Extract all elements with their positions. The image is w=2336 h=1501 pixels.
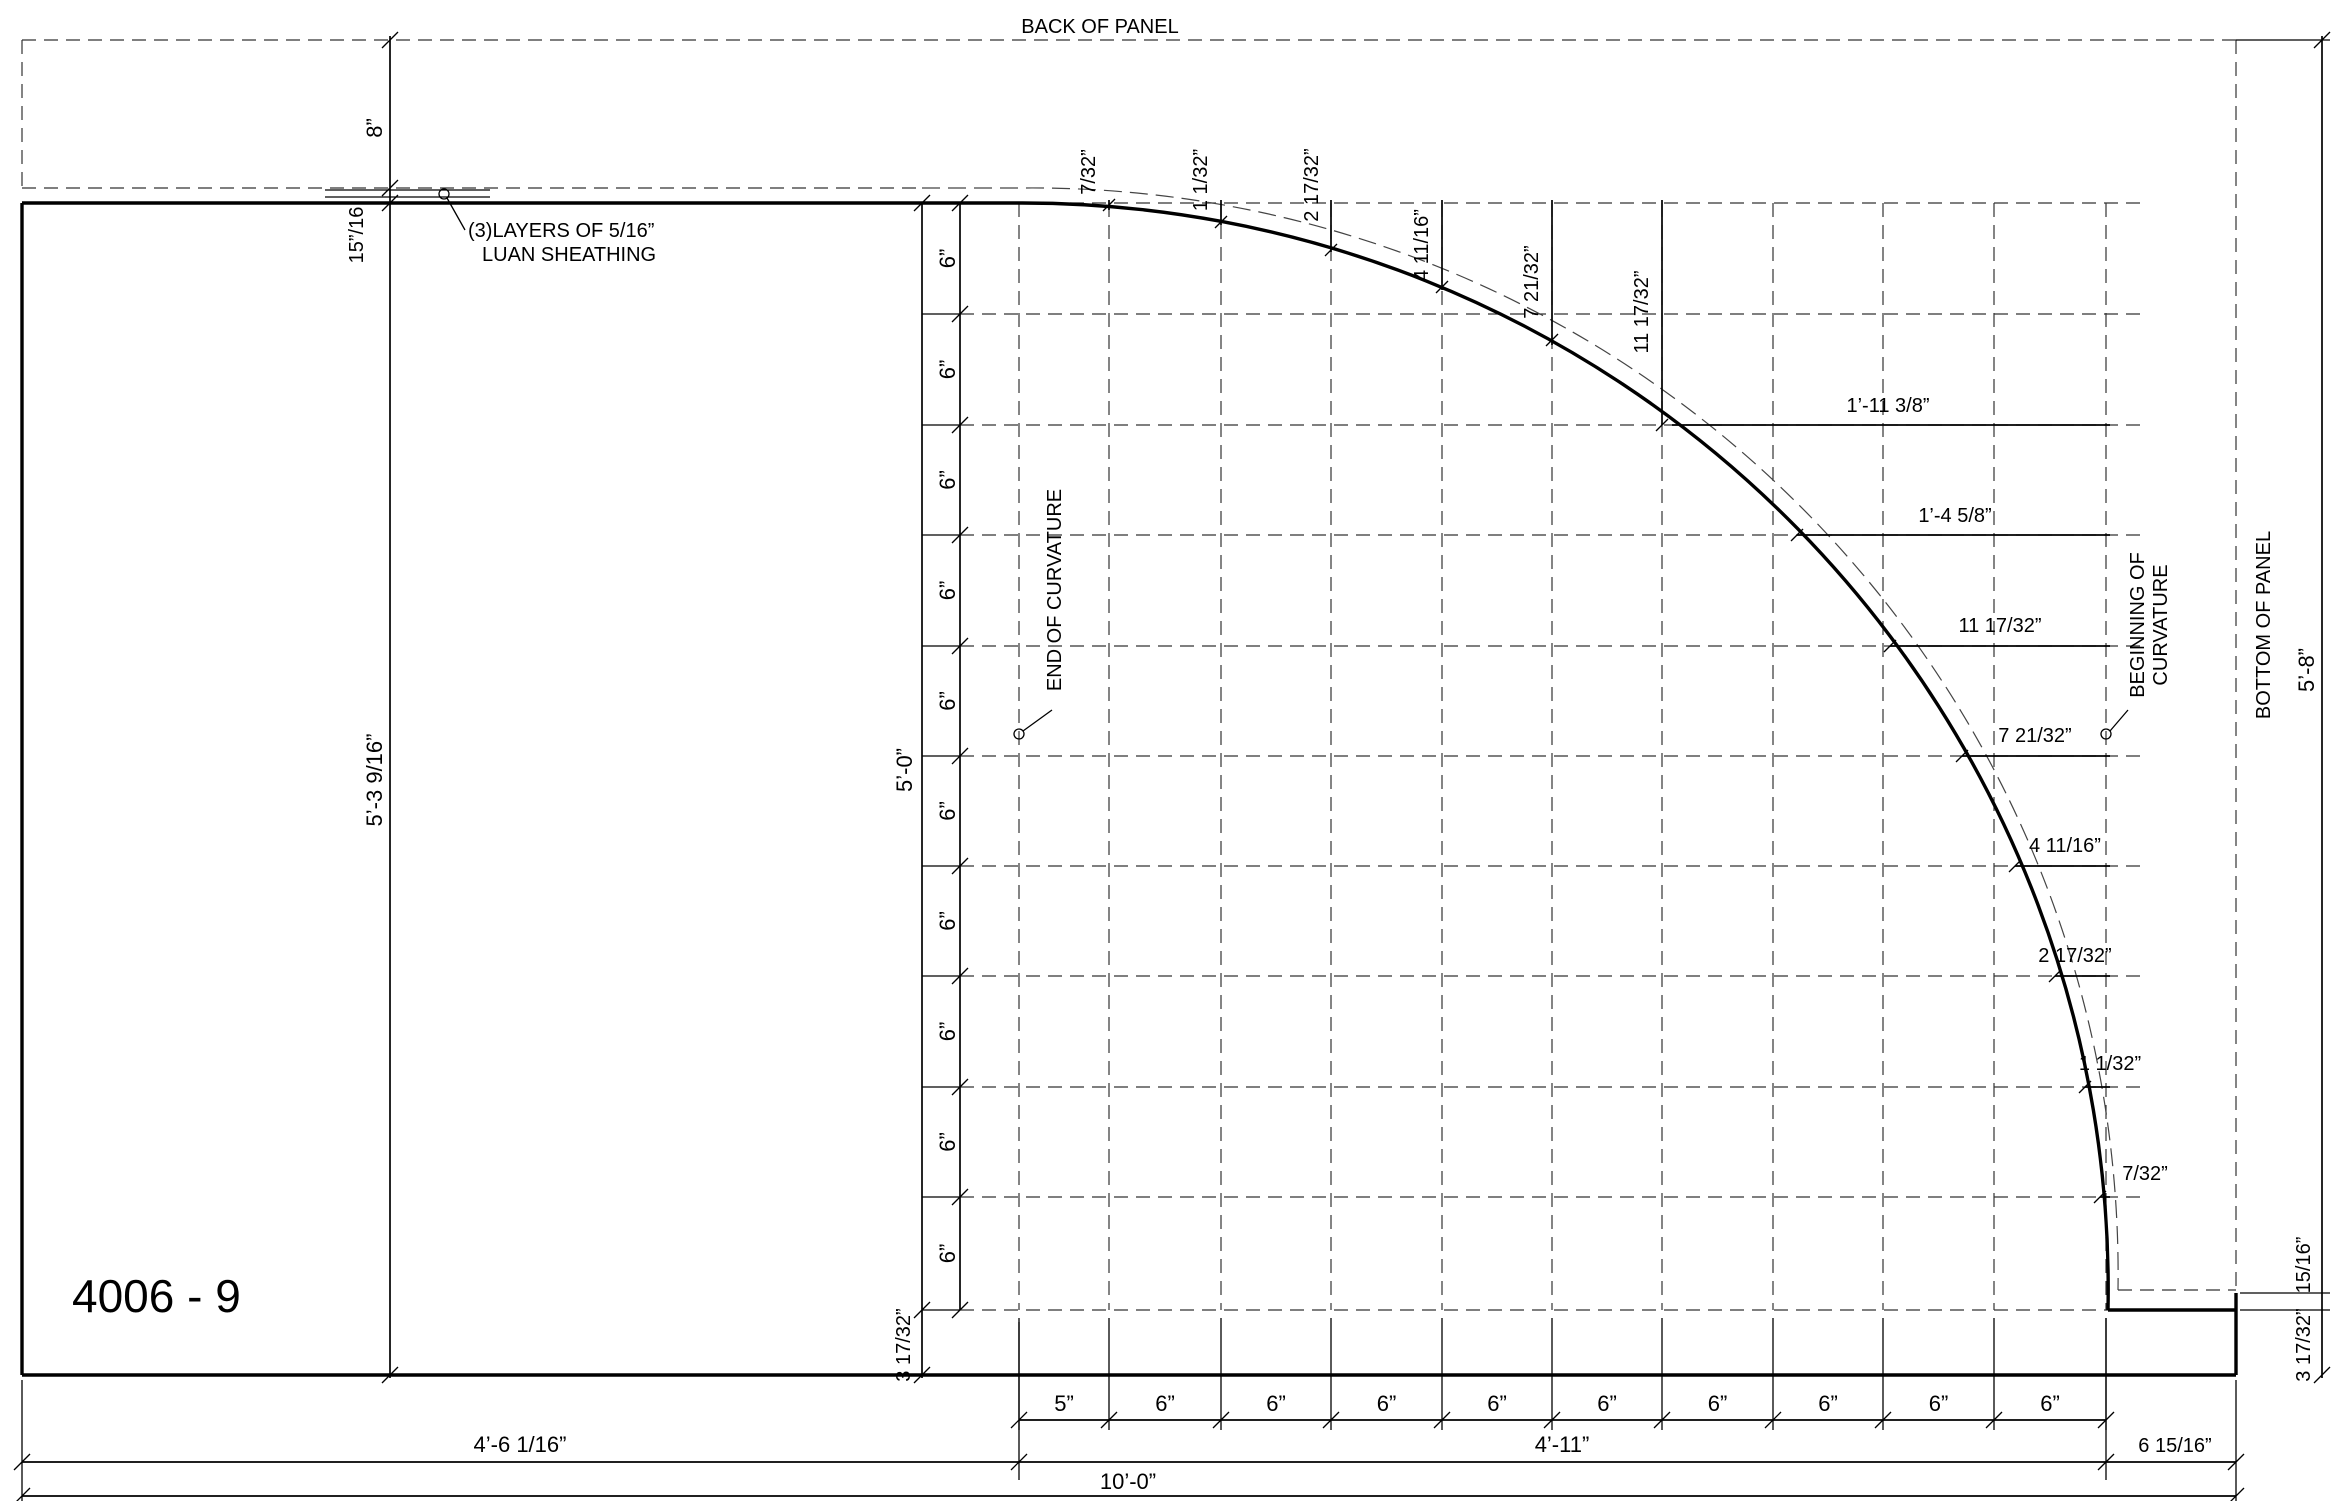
left-height-dim: 5’-3 9/16”	[362, 734, 387, 827]
left-width-dim: 4’-6 1/16”	[474, 1432, 567, 1457]
sheathing-hatch	[325, 189, 490, 198]
offset-top-5: 7 21/32”	[1521, 245, 1543, 318]
sheathing-note-line2: LUAN SHEATHING	[482, 244, 656, 266]
right-offset-dimensions: 1’-11 3/8” 1’-4 5/8” 11 17/32” 7 21/32” …	[1672, 395, 2168, 1198]
bottom-dimensions: 5” 6” 6” 6” 6” 6” 6” 6” 6” 6” 4’-6 1/16” 4’-11” 6…	[13, 1318, 2245, 1501]
column-spacing-label: 6”	[1929, 1391, 1949, 1416]
offset-right-5: 4 11/16”	[2029, 835, 2101, 857]
total-height-dimension: 5’-8” 15/16” 3 17/32”	[2236, 31, 2331, 1384]
right-gap-dim: 3 17/32”	[2293, 1308, 2315, 1381]
row-spacing-label: 6”	[935, 691, 960, 711]
offset-right-4: 7 21/32”	[1998, 725, 2071, 747]
offset-top-3: 2 17/32”	[1301, 148, 1323, 221]
drawing-id: 4006 - 9	[72, 1270, 241, 1322]
beginning-of-curvature-label-line1: BEGINNING OF	[2127, 552, 2149, 698]
row-spacing-label: 6”	[935, 1022, 960, 1042]
curve-width-dim: 4’-11”	[1535, 1432, 1590, 1457]
column-spacing-label: 6”	[1708, 1391, 1728, 1416]
row-spacing-label: 6”	[935, 1132, 960, 1152]
bottom-of-panel-label: BOTTOM OF PANEL	[2253, 531, 2275, 719]
beginning-of-curvature-callout: BEGINNING OF CURVATURE	[2100, 552, 2172, 740]
column-spacing-label: 6”	[1818, 1391, 1838, 1416]
row-spacing-label: 6”	[935, 801, 960, 821]
column-spacing-label: 6”	[2040, 1391, 2060, 1416]
top-gap-dim: 8”	[362, 118, 387, 138]
row-spacing-label: 6”	[935, 911, 960, 931]
row-spacing-label: 6”	[935, 1244, 960, 1264]
total-height-dim: 5’-8”	[2294, 648, 2319, 692]
offset-right-1: 1’-11 3/8”	[1846, 395, 1929, 417]
row-spacing-dimensions: 6” 6” 6” 6” 6” 6” 6” 6” 6” 6”	[922, 194, 969, 1319]
right-width-dim: 6 15/16”	[2138, 1435, 2211, 1457]
sheath-thick-dim: 15”/16	[346, 207, 368, 264]
row-spacing-label: 6”	[935, 470, 960, 490]
offset-right-7: 1 1/32”	[2079, 1053, 2141, 1075]
left-height-dimension: 8” 5’-3 9/16” 15”/16	[346, 31, 399, 1384]
column-spacing-label: 6”	[1155, 1391, 1175, 1416]
offset-top-2: 1 1/32”	[1190, 149, 1212, 211]
beginning-of-curvature-label-line2: CURVATURE	[2150, 564, 2172, 685]
end-of-curvature-callout: END OF CURVATURE	[1013, 489, 1066, 740]
column-spacing-label: 6”	[1266, 1391, 1286, 1416]
column-spacing-label: 6”	[1597, 1391, 1617, 1416]
row-spacing-label: 6”	[935, 360, 960, 380]
offset-top-1: 7/32”	[1078, 149, 1100, 195]
row-spacing-label: 6”	[935, 581, 960, 601]
right-sheath-dim: 15/16”	[2293, 1237, 2315, 1294]
offset-right-6: 2 17/32”	[2038, 945, 2111, 967]
offset-right-8: 7/32”	[2122, 1163, 2168, 1185]
offset-right-2: 1’-4 5/8”	[1918, 505, 1991, 527]
overall-width-dim: 10’-0”	[1100, 1469, 1156, 1494]
bottom-gap-dim: 3 17/32”	[893, 1308, 915, 1381]
column-spacing-label: 6”	[1487, 1391, 1507, 1416]
frame-height-dim: 5’-0”	[892, 748, 917, 792]
offset-right-3: 11 17/32”	[1958, 615, 2041, 637]
back-of-panel-label: BACK OF PANEL	[1021, 16, 1178, 38]
top-offset-dimensions: 7/32” 1 1/32” 2 17/32” 4 11/16” 7 21/32”…	[1078, 148, 1663, 425]
offset-top-6: 11 17/32”	[1631, 270, 1653, 353]
frame-height-dimension: 5’-0” 3 17/32”	[892, 194, 931, 1384]
panel-outline	[21, 39, 2237, 1375]
column-spacing-dimensions: 5” 6” 6” 6” 6” 6” 6” 6” 6” 6”	[1010, 1318, 2115, 1430]
end-of-curvature-label: END OF CURVATURE	[1044, 489, 1066, 691]
sheathing-callout: (3)LAYERS OF 5/16” LUAN SHEATHING	[438, 188, 656, 266]
column-spacing-label: 6”	[1377, 1391, 1397, 1416]
panel-profile	[20, 201, 2238, 1377]
row-spacing-label: 6”	[935, 249, 960, 269]
offset-top-4: 4 11/16”	[1411, 209, 1433, 281]
column-spacing-label: 5”	[1054, 1391, 1074, 1416]
sheathing-note-line1: (3)LAYERS OF 5/16”	[468, 220, 654, 242]
